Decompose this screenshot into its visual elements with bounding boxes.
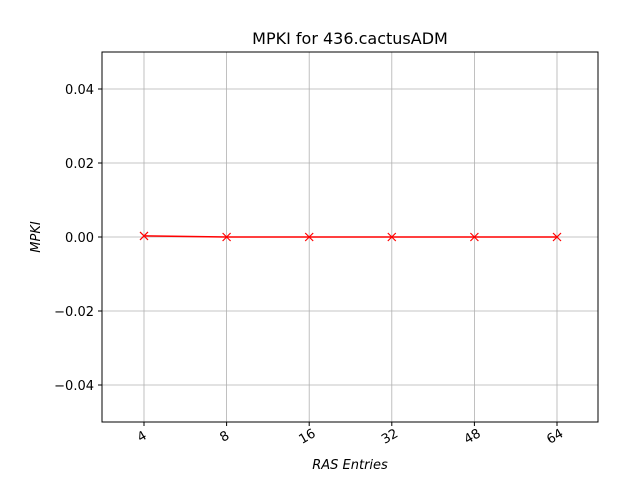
- x-marker-point: [387, 232, 397, 242]
- y-axis-label: MPKI: [29, 221, 44, 253]
- x-marker-point: [552, 232, 562, 242]
- ticks-layer: 4 8 16 32 48 64−0.04−0.020.000.020.04: [54, 83, 566, 448]
- x-marker-point: [469, 232, 479, 242]
- y-tick-label: 0.04: [65, 83, 94, 98]
- x-tick-label: 16: [297, 426, 319, 447]
- x-marker-point: [139, 231, 149, 241]
- x-marker-point: [222, 232, 232, 242]
- chart-title: MPKI for 436.cactusADM: [252, 29, 448, 48]
- marker-stroke: [552, 232, 562, 242]
- x-tick-label: 32: [379, 426, 401, 447]
- series-layer: [139, 231, 562, 242]
- marker-stroke: [222, 232, 232, 242]
- x-axis-label: RAS Entries: [312, 458, 388, 473]
- marker-stroke: [304, 232, 314, 242]
- x-tick-label: 48: [462, 426, 484, 447]
- series-line: [143, 235, 557, 238]
- x-tick-label: 64: [544, 426, 566, 447]
- x-marker-point: [304, 232, 314, 242]
- y-tick-label: 0.00: [65, 231, 94, 246]
- y-tick-label: −0.04: [54, 379, 94, 394]
- marker-stroke: [469, 232, 479, 242]
- y-tick-label: −0.02: [54, 305, 94, 320]
- marker-stroke: [139, 231, 149, 241]
- marker-stroke: [387, 232, 397, 242]
- y-tick-label: 0.02: [65, 157, 94, 172]
